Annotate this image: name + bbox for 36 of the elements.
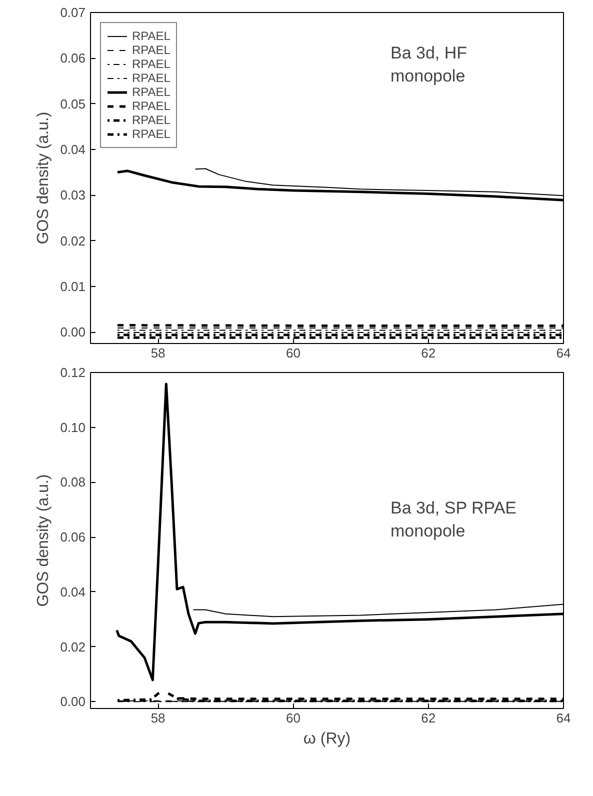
x-tick-label: 62 [421, 346, 436, 360]
x-tick-label: 58 [150, 346, 166, 360]
y-axis-title: GOS density (a.u.) [35, 112, 52, 244]
y-tick-label: 0.06 [60, 50, 86, 66]
legend-label: RPAEL [132, 99, 170, 113]
x-axis-title: ω (Ry) [303, 730, 351, 748]
x-tick-label: 64 [556, 346, 571, 360]
legend-label: RPAEL [132, 85, 170, 99]
legend-label: RPAEL [132, 127, 170, 141]
y-tick-label: 0.02 [60, 233, 86, 248]
y-tick-label: 0.04 [60, 142, 86, 157]
y-tick-label: 0.02 [60, 639, 86, 654]
y-axis-title: GOS density (a.u.) [35, 474, 52, 607]
y-tick-label: 0.07 [60, 5, 86, 20]
y-tick-label: 0.06 [60, 530, 86, 545]
annotation: Ba 3d, HF monopole [390, 44, 468, 86]
x-tick-label: 62 [421, 710, 436, 726]
x-tick-label: 60 [286, 346, 300, 360]
legend-label: RPAEL [132, 71, 170, 85]
y-tick-label: 0.03 [60, 188, 86, 203]
x-tick-label: 58 [150, 710, 166, 726]
y-tick-label: 0.12 [60, 365, 86, 380]
legend-label: RPAEL [132, 113, 170, 127]
y-tick-label: 0.05 [60, 96, 86, 112]
y-tick-label: 0.00 [60, 694, 86, 710]
x-tick-label: 60 [286, 710, 300, 726]
y-tick-label: 0.04 [60, 584, 86, 600]
y-tick-label: 0.08 [60, 474, 86, 490]
legend-label: RPAEL [132, 57, 170, 71]
legend-label: RPAEL [132, 29, 170, 43]
annotation: Ba 3d, SP RPAE monopole [390, 498, 516, 540]
y-tick-label: 0.10 [60, 420, 86, 435]
x-tick-label: 64 [556, 710, 571, 726]
y-tick-label: 0.01 [60, 278, 86, 294]
legend-label: RPAEL [132, 43, 170, 57]
y-tick-label: 0.00 [60, 324, 86, 340]
